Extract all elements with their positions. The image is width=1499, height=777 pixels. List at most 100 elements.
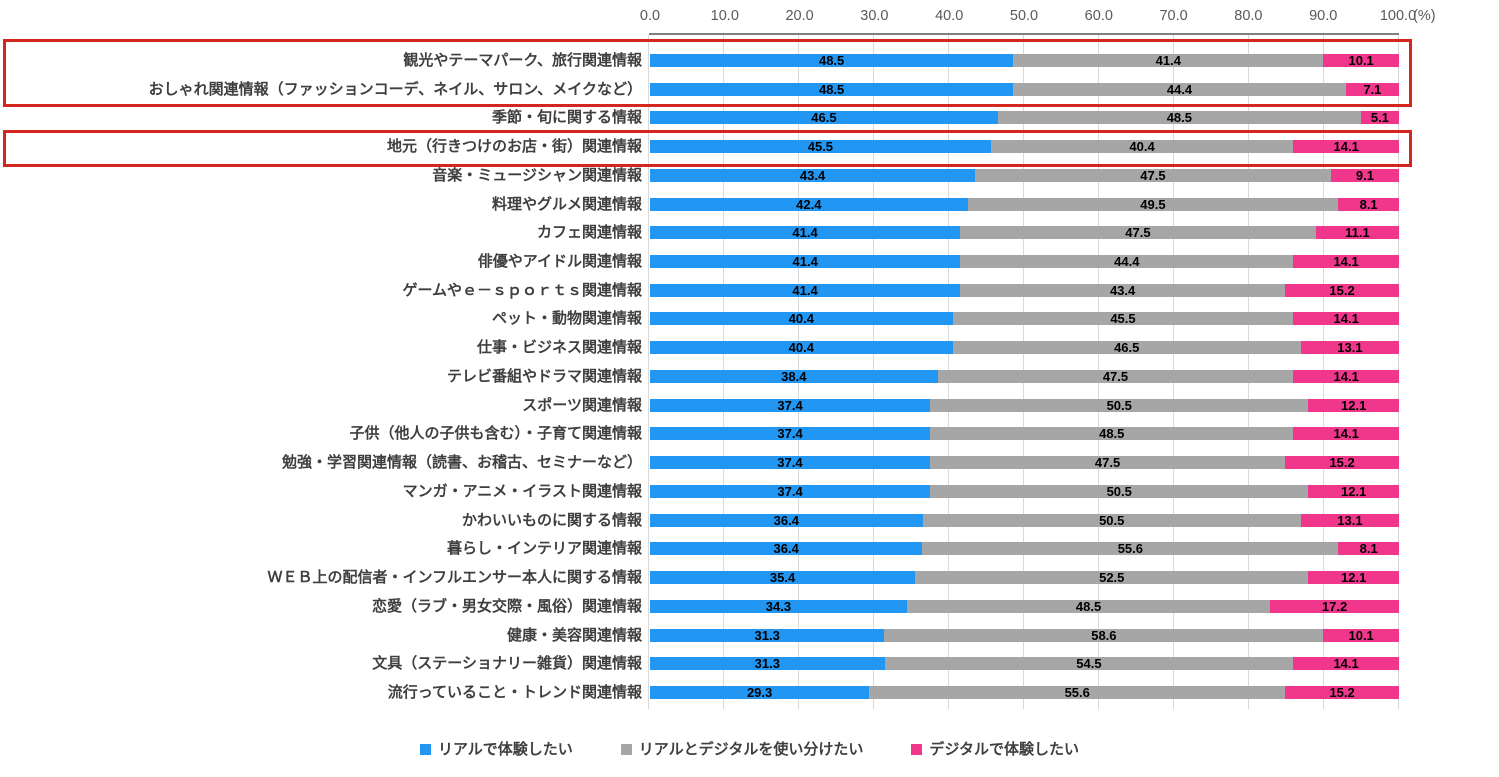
bar-segment-digital: 15.2 bbox=[1285, 456, 1399, 470]
bar-segment-digital: 14.1 bbox=[1293, 255, 1399, 268]
bar-segment-both: 43.4 bbox=[960, 283, 1286, 297]
bar-segment-digital: 13.1 bbox=[1300, 341, 1399, 355]
bar-segment-digital: 14.1 bbox=[1293, 369, 1399, 383]
bar-segment-real: 41.4 bbox=[650, 283, 961, 297]
legend-label: リアルとデジタルを使い分けたい bbox=[638, 740, 864, 758]
category-label: 勉強・学習関連情報（読書、お稽古、セミナーなど） bbox=[281, 454, 642, 472]
chart-row: カフェ関連情報 41.4 47.5 11.1 bbox=[0, 218, 1499, 247]
bar-segment-both: 47.5 bbox=[929, 456, 1286, 470]
data-label: 48.5 bbox=[1099, 427, 1125, 441]
bar-segment-both: 48.5 bbox=[997, 111, 1361, 125]
chart-row: 観光やテーマパーク、旅行関連情報 48.5 41.4 10.1 bbox=[0, 46, 1499, 75]
legend-label: リアルで体験したい bbox=[437, 740, 573, 758]
category-label: 恋愛（ラブ・男女交際・風俗）関連情報 bbox=[371, 597, 642, 615]
data-label: 14.1 bbox=[1333, 312, 1359, 326]
data-label: 50.5 bbox=[1106, 484, 1132, 498]
bar-segment-real: 48.5 bbox=[650, 82, 1014, 96]
bar-segment-digital: 12.1 bbox=[1308, 484, 1399, 498]
bar-track: 35.4 52.5 12.1 bbox=[650, 571, 1399, 585]
bar-segment-both: 41.4 bbox=[1013, 53, 1324, 67]
bar-segment-digital: 7.1 bbox=[1345, 82, 1399, 96]
data-label: 31.3 bbox=[754, 628, 780, 642]
data-label: 48.5 bbox=[1075, 599, 1102, 613]
bar-track: 42.4 49.5 8.1 bbox=[650, 197, 1399, 211]
category-label: おしゃれ関連情報（ファッションコーデ、ネイル、サロン、メイクなど） bbox=[148, 80, 642, 98]
bar-segment-real: 48.5 bbox=[650, 53, 1014, 67]
data-label: 29.3 bbox=[746, 686, 773, 700]
category-label: 観光やテーマパーク、旅行関連情報 bbox=[403, 51, 642, 69]
bar-segment-real: 36.4 bbox=[650, 542, 923, 556]
data-label: 58.6 bbox=[1091, 628, 1117, 642]
bar-segment-real: 41.4 bbox=[650, 226, 961, 240]
data-label: 15.2 bbox=[1329, 283, 1355, 297]
chart-row: 俳優やアイドル関連情報 41.4 44.4 14.1 bbox=[0, 247, 1499, 276]
chart-row: かわいいものに関する情報 36.4 50.5 13.1 bbox=[0, 506, 1499, 535]
data-label: 13.1 bbox=[1337, 341, 1363, 355]
data-label: 9.1 bbox=[1355, 168, 1374, 182]
bar-track: 43.4 47.5 9.1 bbox=[650, 168, 1399, 182]
bar-segment-both: 45.5 bbox=[952, 312, 1294, 326]
data-label: 17.2 bbox=[1321, 599, 1348, 613]
legend-swatch-icon bbox=[620, 743, 632, 755]
category-label: 健康・美容関連情報 bbox=[506, 626, 642, 644]
bar-segment-digital: 14.1 bbox=[1293, 312, 1399, 326]
bar-segment-digital: 14.1 bbox=[1293, 140, 1399, 154]
category-label: 文具（ステーショナリー雑貨）関連情報 bbox=[372, 655, 642, 673]
chart-row: 季節・旬に関する情報 46.5 48.5 5.1 bbox=[0, 103, 1499, 132]
chart-row: 文具（ステーショナリー雑貨）関連情報 31.3 54.5 14.1 bbox=[0, 649, 1499, 678]
data-label: 45.5 bbox=[807, 140, 834, 154]
category-label: テレビ番組やドラマ関連情報 bbox=[446, 367, 642, 385]
category-label: 音楽・ミュージシャン関連情報 bbox=[432, 166, 642, 184]
data-label: 48.5 bbox=[1166, 111, 1193, 125]
data-label: 44.4 bbox=[1114, 255, 1140, 268]
bar-segment-both: 58.6 bbox=[884, 628, 1324, 642]
bar-segment-both: 46.5 bbox=[952, 341, 1301, 355]
chart-row: 勉強・学習関連情報（読書、お稽古、セミナーなど） 37.4 47.5 15.2 bbox=[0, 448, 1499, 477]
axis-tick-label: 0.0 bbox=[639, 8, 661, 24]
chart-row: 料理やグルメ関連情報 42.4 49.5 8.1 bbox=[0, 190, 1499, 219]
bar-segment-both: 50.5 bbox=[930, 484, 1309, 498]
bar-segment-both: 55.6 bbox=[869, 686, 1286, 700]
category-label: ＷＥＢ上の配信者・インフルエンサー本人に関する情報 bbox=[267, 569, 642, 587]
bar-track: 48.5 41.4 10.1 bbox=[650, 53, 1399, 67]
category-label: カフェ関連情報 bbox=[536, 224, 642, 242]
axis-tick-label: 60.0 bbox=[1084, 8, 1113, 24]
category-label: 地元（行きつけのお店・街）関連情報 bbox=[386, 138, 642, 156]
data-label: 55.6 bbox=[1064, 686, 1090, 700]
bar-segment-both: 49.5 bbox=[967, 197, 1339, 211]
rows: 観光やテーマパーク、旅行関連情報 48.5 41.4 10.1 おしゃれ関連情報（ファッ… bbox=[0, 46, 1499, 707]
data-label: 50.5 bbox=[1106, 398, 1132, 412]
category-label: かわいいものに関する情報 bbox=[461, 511, 642, 529]
bar-segment-both: 55.6 bbox=[922, 542, 1339, 556]
bar-segment-digital: 17.2 bbox=[1270, 599, 1399, 613]
data-label: 5.1 bbox=[1370, 111, 1389, 125]
bar-track: 40.4 46.5 13.1 bbox=[650, 341, 1399, 355]
bar-segment-digital: 12.1 bbox=[1308, 571, 1399, 585]
category-label: 仕事・ビジネス関連情報 bbox=[476, 339, 642, 357]
category-label: ペット・動物関連情報 bbox=[491, 310, 642, 328]
bar-track: 36.4 55.6 8.1 bbox=[650, 542, 1399, 556]
chart-row: マンガ・アニメ・イラスト関連情報 37.4 50.5 12.1 bbox=[0, 477, 1499, 506]
bar-segment-both: 44.4 bbox=[960, 255, 1294, 268]
data-label: 46.5 bbox=[811, 111, 837, 125]
bar-segment-real: 31.3 bbox=[650, 657, 885, 671]
data-label: 35.4 bbox=[769, 571, 796, 585]
legend-item: リアルで体験したい bbox=[419, 740, 573, 758]
bar-segment-real: 31.3 bbox=[650, 628, 885, 642]
chart-row: 流行っていること・トレンド関連情報 29.3 55.6 15.2 bbox=[0, 678, 1499, 707]
axis-tick-label: 20.0 bbox=[785, 8, 814, 24]
data-label: 14.1 bbox=[1333, 369, 1359, 383]
data-label: 55.6 bbox=[1117, 542, 1144, 556]
bar-segment-digital: 12.1 bbox=[1308, 398, 1399, 412]
data-label: 41.4 bbox=[792, 226, 818, 240]
bar-segment-real: 42.4 bbox=[650, 197, 968, 211]
bar-track: 38.4 47.5 14.1 bbox=[650, 369, 1399, 383]
category-label: 俳優やアイドル関連情報 bbox=[477, 253, 642, 270]
data-label: 15.2 bbox=[1329, 686, 1355, 700]
data-label: 43.4 bbox=[799, 168, 826, 182]
data-label: 40.4 bbox=[1129, 140, 1155, 154]
gridline bbox=[648, 35, 649, 709]
bar-segment-digital: 10.1 bbox=[1323, 53, 1399, 67]
chart-row: おしゃれ関連情報（ファッションコーデ、ネイル、サロン、メイクなど） 48.5 44.… bbox=[0, 75, 1499, 104]
axis-unit-label: (%) bbox=[1413, 8, 1436, 24]
